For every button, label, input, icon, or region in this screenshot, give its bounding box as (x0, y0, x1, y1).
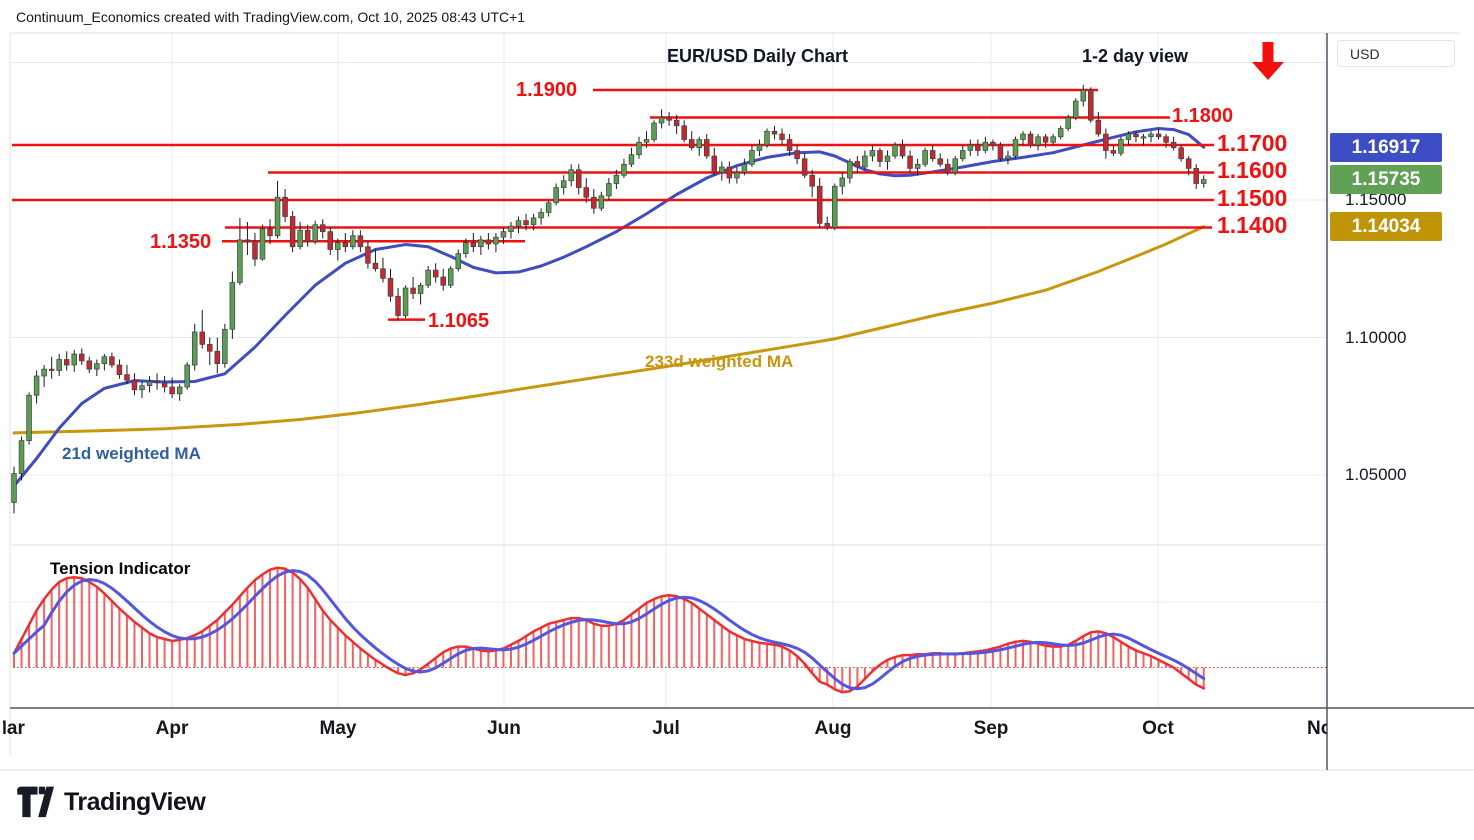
price-axis[interactable]: USD 1.15000 1.10000 1.05000 1.16917 1.15735… (1328, 33, 1474, 770)
tradingview-logo-icon (17, 786, 54, 818)
time-axis-label-Mar: Mar (3, 718, 25, 739)
time-axis-label-Oct: Oct (1142, 718, 1174, 739)
chart-canvas[interactable] (10, 33, 1327, 708)
price-axis-label-1.15000: 1.15000 (1345, 190, 1407, 209)
time-axis-label-Apr: Apr (155, 718, 189, 739)
time-axis-label-Nov: Nov (1307, 718, 1327, 739)
price-axis-label-1.05000: 1.05000 (1345, 465, 1407, 484)
price-axis-label-1.10000: 1.10000 (1345, 327, 1407, 347)
price-badge-last-price: 1.16917 (1330, 132, 1442, 162)
time-axis-label-Aug: Aug (814, 718, 852, 739)
time-axis-label-Jul: Jul (652, 718, 680, 739)
time-axis-label-Jun: Jun (487, 718, 521, 739)
price-badge-prev-close: 1.15735 (1330, 165, 1442, 195)
down-arrow-annotation[interactable] (1252, 42, 1284, 80)
tradingview-logo-text: TradingView (64, 788, 206, 816)
attribution-text: Continuum_Economics created with Trading… (16, 9, 526, 25)
time-axis-label-Sep: Sep (973, 718, 1009, 739)
time-axis[interactable]: Mar Apr May Jun Jul Aug Sep Oct Nov (3, 708, 1327, 754)
tradingview-logo[interactable]: TradingView (16, 786, 206, 819)
currency-box[interactable]: USD (1337, 40, 1455, 67)
time-axis-label-May: May (319, 718, 357, 739)
price-badge-ma233-value: 1.14034 (1330, 212, 1442, 242)
